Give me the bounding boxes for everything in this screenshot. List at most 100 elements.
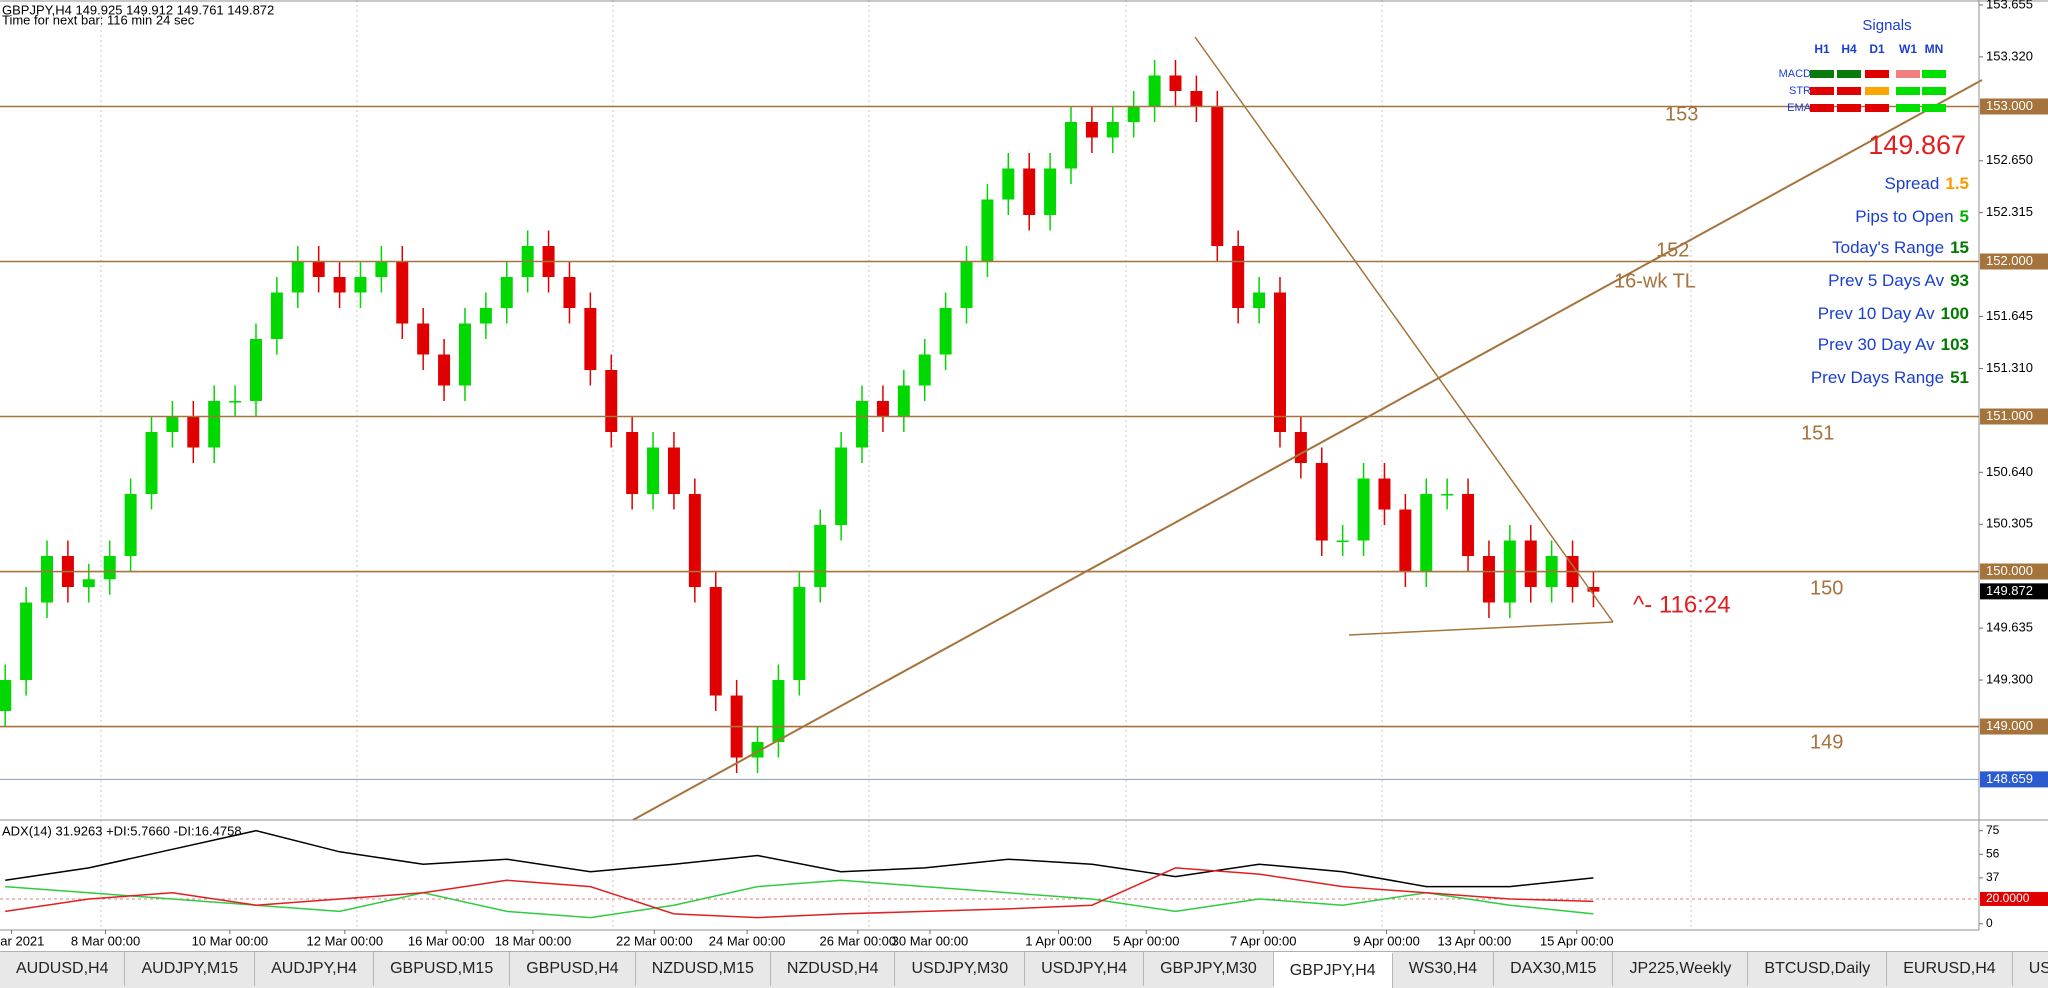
symbol-tab[interactable]: GBPJPY,H4: [1273, 952, 1393, 988]
signal-row-label: EMA: [1787, 102, 1812, 114]
x-tick-label: 13 Apr 00:00: [1437, 933, 1511, 948]
info-label: Prev 5 Days Av: [1828, 271, 1944, 290]
symbol-tab[interactable]: BTCUSD,Daily: [1748, 952, 1888, 986]
candle-body: [772, 680, 785, 743]
info-value: 5: [1960, 207, 1969, 226]
symbol-tab[interactable]: AUDJPY,M15: [125, 952, 256, 986]
candle-body: [1420, 494, 1433, 572]
annotation: 152: [1656, 239, 1689, 261]
candle-body: [187, 416, 200, 448]
candle-body: [41, 556, 54, 603]
candle-body: [1482, 556, 1495, 603]
candle-body: [793, 587, 806, 681]
candle-body: [1315, 463, 1328, 541]
candle-body: [1106, 121, 1119, 138]
candle-body: [479, 308, 492, 324]
info-value: 51: [1950, 368, 1969, 387]
candle-body: [249, 339, 262, 402]
symbol-tabs: AUDUSD,H4 AUDJPY,M15 AUDJPY,H4 GBPUSD,M15 GB…: [0, 951, 2048, 988]
x-tick-label: 26 Mar 00:00: [820, 933, 897, 948]
candle-body: [458, 323, 471, 386]
level-label-box: [1980, 253, 2048, 270]
level-label-box: [1980, 718, 2048, 735]
y-tick-label: 151.645: [1986, 308, 2033, 323]
symbol-tab[interactable]: AUDUSD,H4: [0, 952, 126, 986]
info-row: Prev 30 Day Av 103: [1818, 335, 1969, 354]
last-price-label: 149.872: [1986, 583, 2033, 598]
y-tick-label: 0: [1986, 916, 1993, 930]
signal-block: [1810, 104, 1834, 112]
candle-body: [0, 680, 12, 712]
level-label-box: [1980, 98, 2048, 115]
candle-body: [835, 447, 848, 526]
candle-body: [876, 401, 889, 417]
symbol-tab[interactable]: AUDJPY,H4: [255, 952, 375, 986]
annotation: ^- 116:24: [1633, 591, 1731, 618]
x-tick-label: 9 Apr 00:00: [1353, 933, 1420, 948]
support-label: 148.659: [1986, 771, 2033, 786]
info-label: Prev 10 Day Av: [1818, 304, 1935, 323]
candle-body: [814, 525, 827, 588]
y-tick-label: 152.315: [1986, 204, 2033, 219]
candle-body: [291, 261, 304, 293]
chart-title: GBPJPY,H4 149.925 149.912 149.761 149.87…: [2, 2, 274, 17]
signal-column: H1: [1814, 42, 1830, 56]
trend-line: [632, 79, 1983, 821]
signal-row-label: MACD: [1779, 68, 1811, 80]
candle-body: [1127, 106, 1140, 122]
info-row: Spread 1.5: [1885, 174, 1969, 193]
indicator-level-box: [1980, 891, 2048, 906]
candle-body: [960, 261, 973, 309]
candle-body: [1462, 494, 1475, 557]
symbol-tab[interactable]: NZDUSD,M15: [636, 952, 771, 986]
symbol-tab[interactable]: JP225,Weekly: [1613, 952, 1749, 986]
candle-body: [270, 292, 283, 340]
candle-body: [709, 587, 722, 696]
y-tick-label: 37: [1986, 870, 2000, 884]
indicator-line: [5, 867, 1594, 919]
candle-body: [1399, 509, 1412, 572]
symbol-tab[interactable]: GBPUSD,M15: [374, 952, 511, 986]
symbol-tab[interactable]: GBPJPY,M30: [1144, 952, 1274, 986]
symbol-tab[interactable]: DAX30,M15: [1494, 952, 1614, 986]
y-tick-label: 151.310: [1986, 360, 2033, 375]
indicator-line: [5, 829, 1594, 888]
candle-body: [312, 261, 325, 278]
candle-body: [500, 277, 513, 309]
symbol-tab[interactable]: USDOLLAR,Daily: [2013, 952, 2048, 986]
signal-block: [1837, 104, 1861, 112]
info-value: 1.5: [1945, 174, 1969, 193]
symbol-tab[interactable]: USDJPY,H4: [1025, 952, 1145, 986]
x-tick-label: 16 Mar 00:00: [408, 933, 485, 948]
candle-body: [1002, 168, 1015, 200]
x-tick-label: 4 Mar 2021: [0, 933, 44, 948]
info-value: 100: [1941, 304, 1969, 323]
symbol-tab[interactable]: USDJPY,M30: [895, 952, 1026, 986]
info-row: Today's Range 15: [1832, 238, 1969, 257]
candle-body: [688, 494, 701, 588]
x-tick-label: 18 Mar 00:00: [495, 933, 572, 948]
x-tick-label: 7 Apr 00:00: [1230, 933, 1297, 948]
symbol-tab[interactable]: NZDUSD,H4: [771, 952, 896, 986]
indicator-line: [5, 879, 1594, 919]
info-value: 15: [1950, 238, 1969, 257]
signal-block: [1922, 104, 1946, 112]
x-tick-label: 5 Apr 00:00: [1113, 933, 1180, 948]
symbol-tab[interactable]: EURUSD,H4: [1887, 952, 2013, 986]
signal-block: [1922, 70, 1946, 78]
symbol-tab[interactable]: WS30,H4: [1393, 952, 1495, 986]
y-tick-label: 56: [1986, 846, 2000, 860]
annotation: 153: [1665, 103, 1698, 125]
y-tick-label: 75: [1986, 823, 2000, 837]
info-row: Prev 10 Day Av 100: [1818, 304, 1969, 323]
info-row: Prev 5 Days Av 93: [1828, 271, 1969, 290]
candle-body: [856, 401, 869, 448]
candle-body: [1524, 540, 1537, 588]
candle-body: [438, 354, 451, 386]
x-tick-label: 10 Mar 00:00: [192, 933, 269, 948]
info-label: Today's Range: [1832, 238, 1944, 257]
candle-body: [208, 401, 221, 448]
candle-body: [626, 432, 639, 495]
symbol-tab[interactable]: GBPUSD,H4: [510, 952, 636, 986]
candle-body: [1065, 121, 1078, 169]
